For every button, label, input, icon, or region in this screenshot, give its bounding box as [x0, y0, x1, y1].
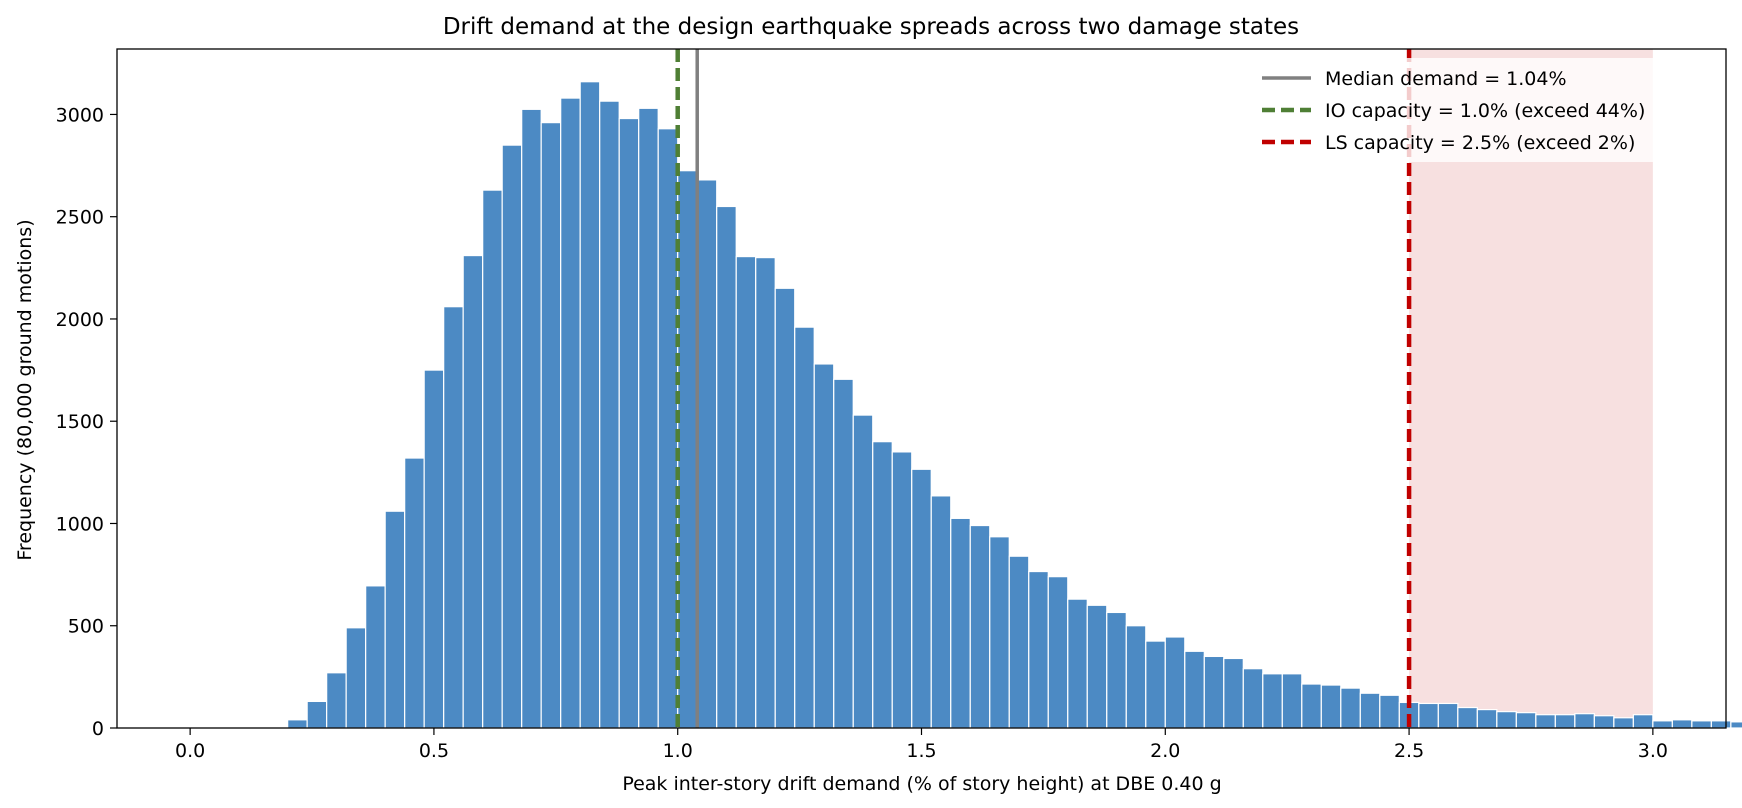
histogram-bar — [657, 128, 679, 729]
histogram-bar — [365, 585, 386, 729]
histogram-bar — [1359, 692, 1381, 729]
histogram-bar — [501, 144, 523, 729]
histogram-bar — [1418, 702, 1439, 729]
legend-box — [1250, 58, 1716, 162]
histogram-bar — [521, 108, 542, 729]
histogram-bar — [1437, 702, 1459, 729]
legend-label-3: LS capacity = 2.5% (exceed 2%) — [1325, 132, 1635, 154]
histogram-bar — [1632, 714, 1654, 729]
histogram-bar — [326, 672, 347, 729]
histogram-bar — [618, 117, 640, 729]
histogram-bar — [560, 97, 581, 729]
histogram-bar — [1379, 694, 1400, 729]
histogram-bar — [1515, 712, 1537, 729]
y-axis-label: Frequency (80,000 ground motions) — [14, 219, 36, 560]
histogram-bar — [287, 719, 308, 729]
histogram-bar — [1554, 714, 1576, 729]
histogram-bar — [1008, 555, 1030, 729]
histogram-bar — [1613, 717, 1634, 729]
x-axis-label: Peak inter-story drift demand (% of stor… — [622, 773, 1221, 795]
histogram-bar — [482, 189, 503, 729]
histogram-bar — [1184, 650, 1205, 729]
legend-label-2: IO capacity = 1.0% (exceed 44%) — [1325, 100, 1645, 122]
histogram-bar — [969, 524, 991, 729]
y-tick-label: 2500 — [56, 207, 104, 229]
histogram-bar — [696, 179, 718, 729]
histogram-bar — [1106, 611, 1127, 729]
chart-title: Drift demand at the design earthquake sp… — [443, 14, 1299, 40]
x-tick-label: 1.0 — [663, 740, 693, 762]
histogram-bar — [345, 627, 367, 729]
histogram-bar — [716, 205, 737, 729]
histogram-bar — [1476, 708, 1498, 729]
histogram-bar — [462, 254, 484, 729]
histogram-bar — [677, 170, 698, 729]
histogram-bar — [638, 107, 659, 729]
histogram-bar — [423, 369, 445, 729]
histogram-bar — [813, 363, 835, 729]
y-tick-label: 3000 — [56, 104, 104, 126]
histogram-bar — [1242, 668, 1264, 729]
histogram-bar — [950, 517, 971, 729]
histogram-bar — [1028, 570, 1049, 729]
y-tick-label: 0 — [92, 718, 104, 740]
histogram-bar — [872, 441, 893, 729]
histogram-bar — [1047, 576, 1069, 729]
plot-area: 0.0 0.5 1.0 1.5 2.0 2.5 3.0 0 500 1000 1500 2000 250… — [56, 48, 1742, 762]
histogram-bar — [911, 468, 932, 729]
histogram-bar — [891, 451, 913, 729]
y-tick-label: 1000 — [56, 513, 104, 535]
histogram-bar — [306, 700, 328, 729]
histogram-bar — [1730, 721, 1742, 729]
x-tick-label: 0.0 — [175, 740, 205, 762]
y-tick-label: 2000 — [56, 309, 104, 331]
histogram-bar — [579, 81, 601, 729]
histogram-bar — [384, 510, 406, 729]
histogram-bar — [1223, 657, 1244, 729]
histogram-bar — [1164, 636, 1186, 729]
histogram-bar — [852, 414, 874, 729]
histogram-bar — [1145, 640, 1166, 729]
histogram-bar — [1125, 625, 1147, 729]
histogram-bar — [1535, 714, 1556, 729]
histogram-bar — [1710, 720, 1732, 729]
x-tick-label: 2.5 — [1394, 740, 1424, 762]
x-tick-label: 2.0 — [1150, 740, 1180, 762]
histogram-bar — [1301, 683, 1322, 729]
legend-label-1: Median demand = 1.04% — [1325, 68, 1567, 90]
x-tick-label: 1.5 — [906, 740, 936, 762]
histogram-bar — [1457, 706, 1478, 729]
histogram-bar — [1281, 673, 1303, 729]
histogram-bar — [1340, 687, 1361, 729]
legend: Median demand = 1.04% IO capacity = 1.0% … — [1250, 58, 1716, 162]
histogram-bar — [755, 257, 776, 729]
histogram-bar — [774, 287, 796, 729]
y-tick-label: 500 — [68, 616, 104, 638]
histogram-bar — [1593, 715, 1615, 729]
histogram-bar — [1671, 719, 1693, 729]
histogram-bar — [1203, 655, 1225, 729]
histogram-bar — [1652, 720, 1673, 729]
histogram-bar — [443, 306, 464, 729]
histogram-bar — [930, 495, 952, 729]
histogram-bar — [1086, 604, 1108, 729]
histogram-bar — [404, 457, 425, 729]
histogram-bar — [833, 378, 854, 729]
histogram-bar — [1067, 598, 1088, 729]
y-tick-label: 1500 — [56, 411, 104, 433]
histogram-bar — [1496, 711, 1517, 729]
histogram-bar — [1320, 684, 1342, 729]
x-tick-label: 3.0 — [1638, 740, 1668, 762]
exceedance-region — [1409, 49, 1653, 728]
histogram-bar — [1574, 713, 1595, 729]
histogram-bar — [540, 122, 562, 729]
x-tick-label: 0.5 — [419, 740, 449, 762]
histogram-bar — [735, 255, 757, 729]
histogram-bar — [1691, 720, 1712, 729]
histogram-bar — [599, 100, 620, 729]
histogram-bar — [794, 326, 815, 729]
histogram-bar — [989, 536, 1010, 729]
histogram-bar — [1262, 673, 1283, 729]
